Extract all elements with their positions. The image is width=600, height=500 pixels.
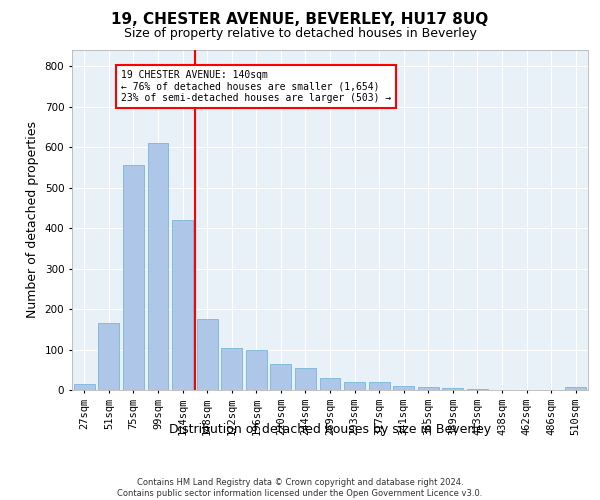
Bar [393,386,414,390]
Bar [246,350,267,390]
Bar [98,323,119,390]
Bar [442,388,463,390]
Text: Size of property relative to detached houses in Beverley: Size of property relative to detached ho… [124,28,476,40]
Bar [467,389,488,390]
Bar [418,387,439,390]
Bar [148,143,169,390]
Text: 19 CHESTER AVENUE: 140sqm
← 76% of detached houses are smaller (1,654)
23% of se: 19 CHESTER AVENUE: 140sqm ← 76% of detac… [121,70,391,103]
Text: Distribution of detached houses by size in Beverley: Distribution of detached houses by size … [169,422,491,436]
Bar [295,368,316,390]
Text: Contains HM Land Registry data © Crown copyright and database right 2024.
Contai: Contains HM Land Registry data © Crown c… [118,478,482,498]
Bar [197,319,218,390]
Bar [74,384,95,390]
Bar [565,387,586,390]
Bar [221,348,242,390]
Bar [320,378,340,390]
Bar [123,166,144,390]
Bar [368,382,389,390]
Y-axis label: Number of detached properties: Number of detached properties [26,122,39,318]
Bar [271,364,292,390]
Bar [344,382,365,390]
Bar [172,220,193,390]
Text: 19, CHESTER AVENUE, BEVERLEY, HU17 8UQ: 19, CHESTER AVENUE, BEVERLEY, HU17 8UQ [112,12,488,28]
